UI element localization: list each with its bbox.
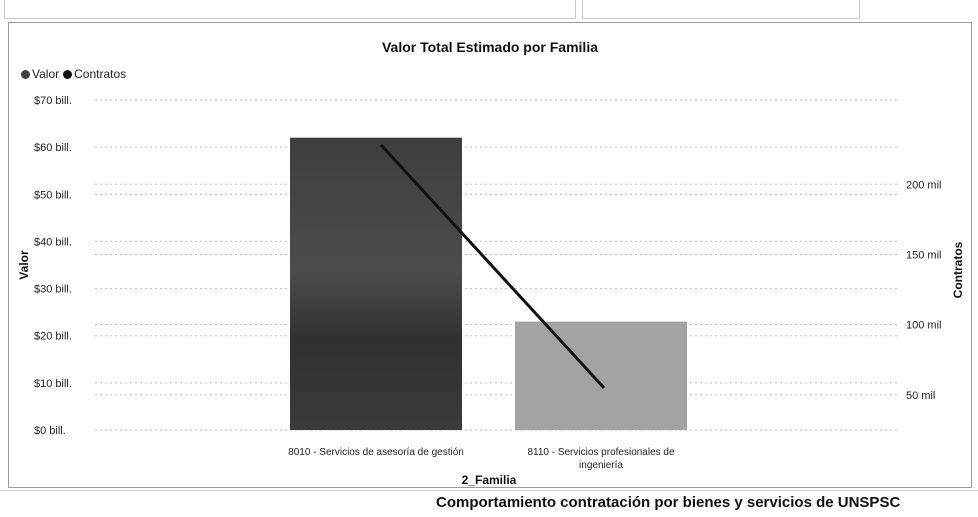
x-tick-label-2b: ingeniería [579, 460, 623, 471]
legend-swatch-contratos [63, 69, 73, 79]
bar-valor-1 [290, 137, 462, 430]
top-panel-right [582, 0, 860, 19]
legend-item-contratos[interactable]: Contratos [63, 67, 126, 81]
x-tick-label-1: 8010 - Servicios de asesoría de gestión [288, 447, 464, 458]
y-tick-label: $20 bill. [34, 331, 72, 343]
legend-item-valor[interactable]: Valor [21, 67, 59, 81]
footer-divider [0, 490, 978, 491]
x-tick-label-2a: 8110 - Servicios profesionales de [527, 447, 675, 458]
legend-label-contratos: Contratos [74, 67, 127, 81]
y2-tick-label: 100 mil [906, 320, 941, 332]
y-tick-label: $0 bill. [34, 425, 66, 437]
y-axis-title: Valor [17, 250, 31, 280]
y-tick-label: $30 bill. [34, 284, 72, 296]
y2-tick-label: 200 mil [906, 179, 941, 191]
chart-legend: Valor Contratos [21, 67, 126, 81]
y2-axis-title: Contratos [951, 241, 965, 298]
bar-valor-2 [515, 321, 687, 430]
y-tick-label: $40 bill. [34, 236, 72, 248]
y-tick-label: $50 bill. [34, 189, 72, 201]
y2-tick-label: 50 mil [906, 390, 935, 402]
chart-title: Valor Total Estimado por Familia [381, 39, 598, 55]
legend-swatch-valor [21, 69, 30, 79]
legend-label-valor: Valor [32, 67, 60, 81]
y2-tick-label: 150 mil [906, 249, 941, 261]
footer-title: Comportamiento contratación por bienes y… [436, 494, 901, 511]
y-tick-label: $10 bill. [34, 378, 72, 390]
top-panel-left [4, 0, 576, 19]
line-contratos [379, 143, 606, 389]
y-tick-label: $60 bill. [34, 142, 72, 154]
chart-plot: $0 bill. $10 bill. $20 bill. $30 bill. $40 b… [17, 95, 965, 487]
x-axis-title: 2_Familia [462, 473, 517, 487]
y-tick-label: $70 bill. [34, 95, 72, 107]
